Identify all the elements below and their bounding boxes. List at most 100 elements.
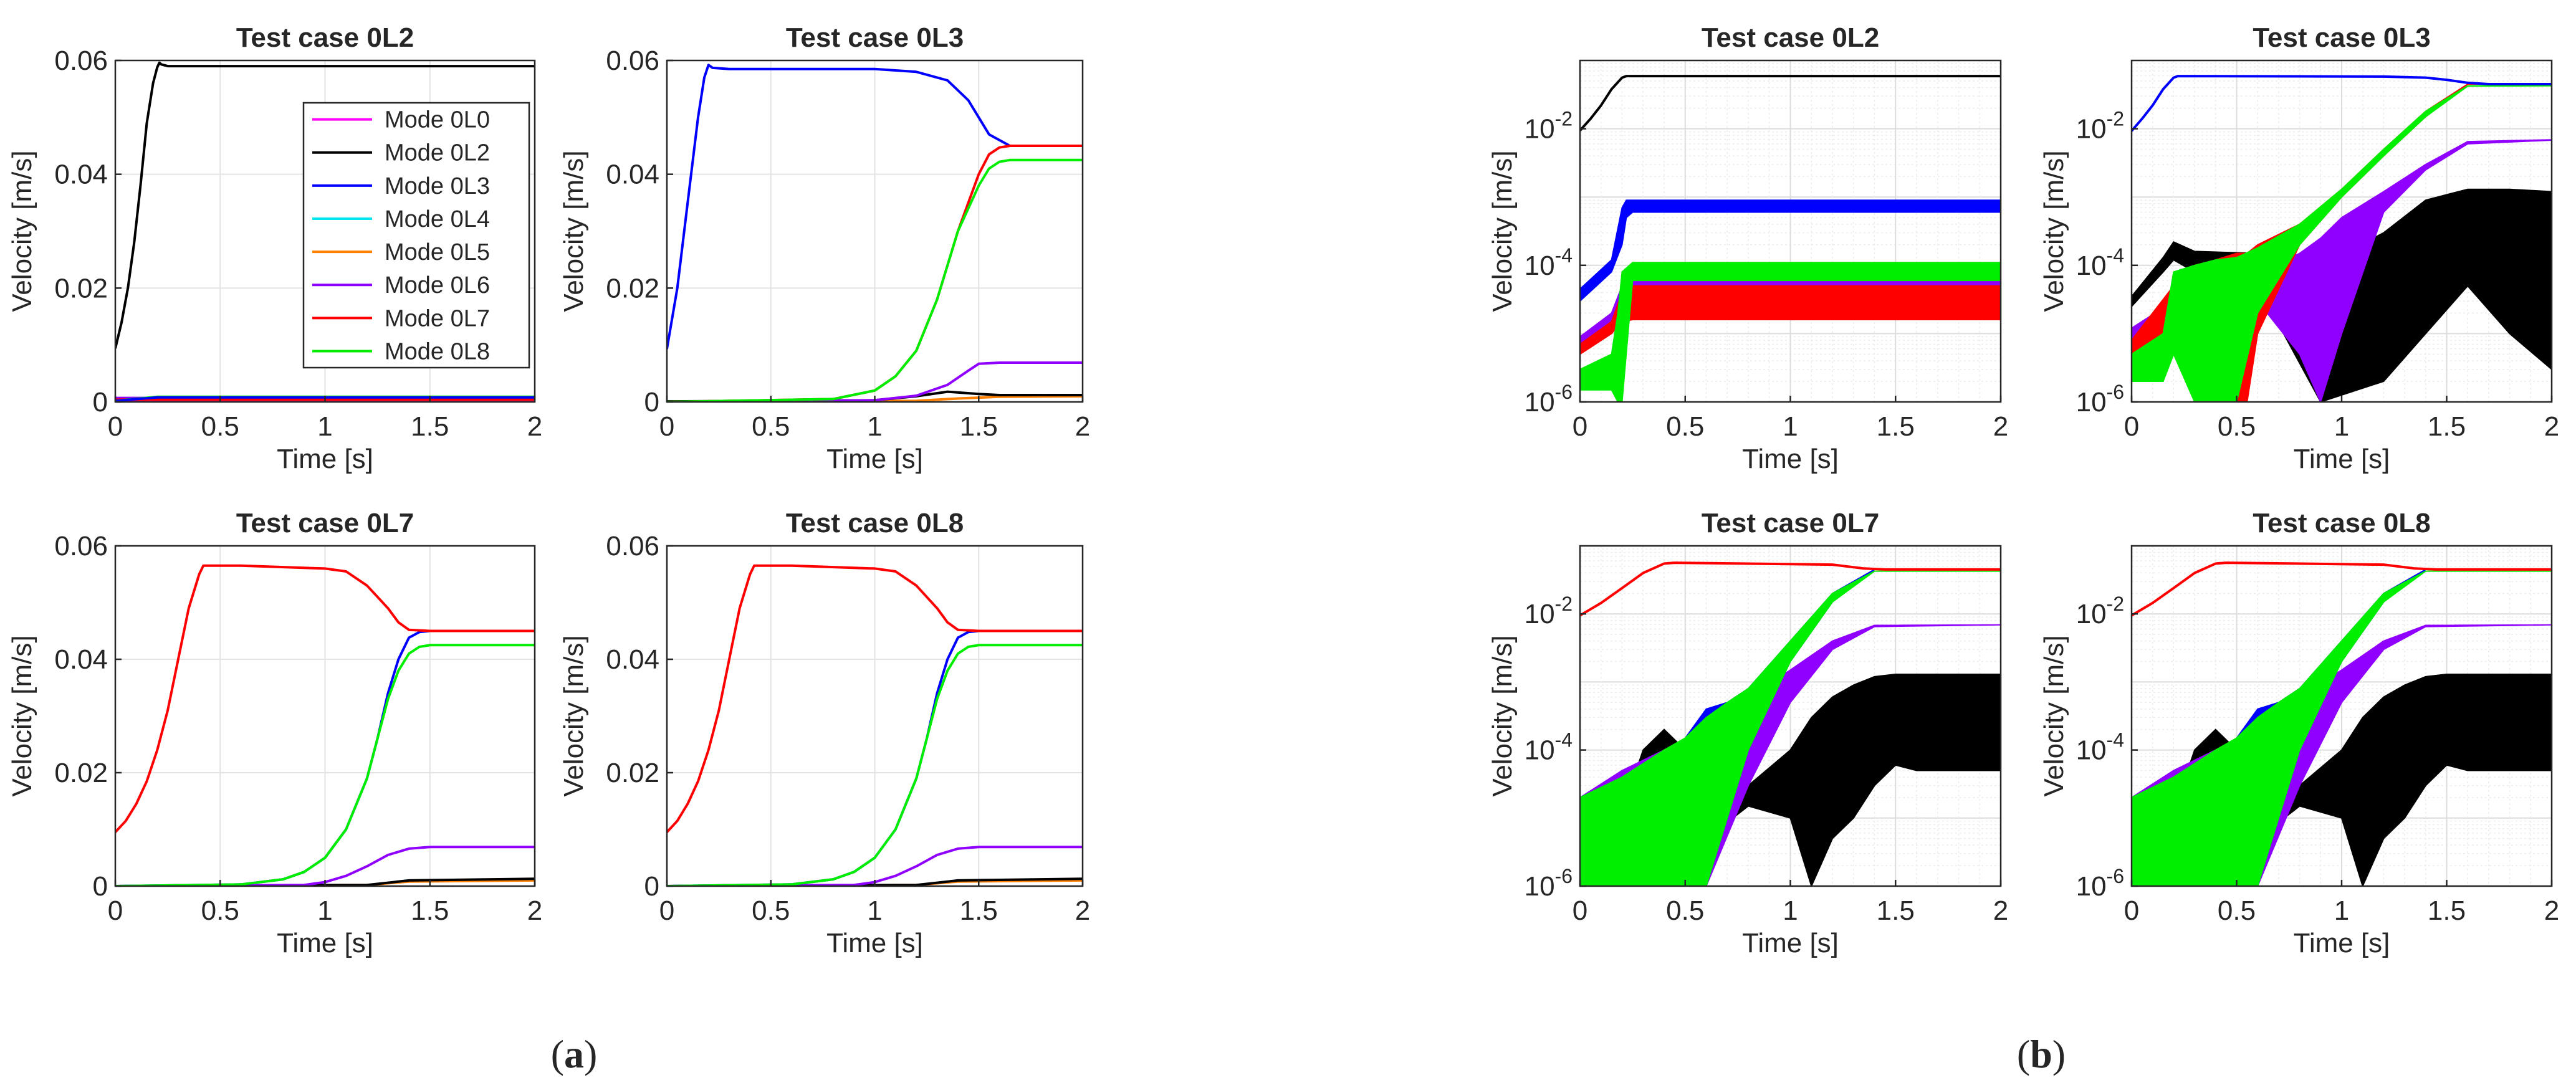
chart-b3: 0 0.5 1 1.5 2 10-6 10-4 10-2 Test case 0L7 Time [… [1487, 508, 2008, 958]
y-axis-label: Velocity [m/s] [558, 635, 589, 796]
legend-label-mode-0l6: Mode 0L6 [385, 272, 490, 298]
x-tick-label: 1.5 [960, 411, 998, 442]
plots-layer: 0 0.5 1 1.5 2 0 0.02 0.04 0.06 Test case 0L2 Time … [7, 22, 2559, 958]
series-mode-0l8 [2132, 570, 2552, 886]
series-mode-0l8 [1580, 262, 2001, 402]
x-tick-label: 0.5 [201, 411, 239, 442]
series-layer [667, 64, 1083, 402]
legend-label-mode-0l4: Mode 0L4 [385, 206, 490, 232]
x-tick-label: 1 [867, 411, 882, 442]
y-tick-label: 10-6 [2076, 865, 2124, 902]
y-axis-label: Velocity [m/s] [2039, 635, 2069, 796]
series-mode-0l7 [2132, 561, 2552, 617]
chart-title: Test case 0L7 [236, 508, 414, 538]
chart-title: Test case 0L2 [236, 22, 414, 53]
series-layer [1580, 561, 2001, 886]
x-axis-label: Time [s] [2294, 444, 2390, 474]
y-axis-label: Velocity [m/s] [1487, 635, 1518, 796]
series-mode-0l8 [2132, 85, 2552, 402]
series-mode-0l3 [115, 396, 535, 402]
legend: Mode 0L0 Mode 0L2 Mode 0L3 Mode 0L4 Mode 0L5… [302, 102, 530, 369]
y-tick-label: 0.06 [54, 45, 108, 76]
series-layer [115, 564, 535, 886]
series-mode-0l8 [1580, 570, 2001, 886]
x-tick-label: 1 [2334, 895, 2349, 926]
x-tick-label: 2 [527, 411, 542, 442]
x-tick-label: 1 [867, 895, 882, 926]
panel-label-a: (a) [551, 1032, 598, 1076]
chart-b4: 0 0.5 1 1.5 2 10-6 10-4 10-2 Test case 0L8 Time [… [2039, 508, 2559, 958]
y-axis-label: Velocity [m/s] [1487, 150, 1518, 312]
x-tick-label: 0 [1573, 411, 1587, 442]
legend-label-mode-0l8: Mode 0L8 [385, 338, 490, 365]
x-tick-label: 0.5 [2218, 895, 2256, 926]
y-tick-label: 0.02 [54, 758, 108, 788]
y-tick-label: 0.02 [54, 273, 108, 303]
x-tick-label: 0.5 [2218, 411, 2256, 442]
chart-title: Test case 0L8 [2253, 508, 2430, 538]
y-tick-label: 10-4 [2076, 729, 2124, 766]
series-mode-0l7 [115, 564, 535, 833]
y-tick-label: 10-4 [1525, 244, 1573, 281]
series-layer [2132, 75, 2552, 402]
chart-b2: 0 0.5 1 1.5 2 10-6 10-4 10-2 Test case 0L3 Time [… [2039, 22, 2559, 474]
series-mode-0l6 [667, 846, 1083, 886]
x-axis-label: Time [s] [2294, 928, 2390, 958]
x-tick-label: 0 [1573, 895, 1587, 926]
legend-label-mode-0l0: Mode 0L0 [385, 107, 490, 133]
x-tick-label: 0 [2124, 411, 2139, 442]
y-tick-label: 0.04 [54, 160, 108, 190]
x-tick-label: 1.5 [1877, 895, 1915, 926]
x-tick-label: 0.5 [752, 895, 790, 926]
x-tick-label: 1.5 [960, 895, 998, 926]
y-tick-label: 10-4 [1525, 729, 1573, 766]
series-mode-0l3 [667, 64, 1083, 350]
x-tick-label: 2 [527, 895, 542, 926]
series-mode-0l3 [2132, 75, 2552, 132]
x-tick-label: 1.5 [2428, 895, 2466, 926]
x-tick-label: 0.5 [201, 895, 239, 926]
series-mode-0l3 [1580, 199, 2001, 302]
y-tick-label: 10-6 [1525, 381, 1573, 418]
x-tick-label: 2 [1075, 411, 1090, 442]
y-axis-label: Velocity [m/s] [558, 150, 589, 312]
chart-a3: 0 0.5 1 1.5 2 0 0.02 0.04 0.06 Test case 0L7 Time … [7, 508, 542, 958]
y-tick-label: 0.04 [606, 160, 659, 190]
series-mode-0l2 [1580, 75, 2001, 131]
legend-label-mode-0l7: Mode 0L7 [385, 305, 490, 332]
chart-a2: 0 0.5 1 1.5 2 0 0.02 0.04 0.06 Test case 0L3 Time … [558, 22, 1090, 474]
y-tick-label: 0.06 [606, 531, 659, 561]
y-tick-label: 0 [93, 871, 108, 902]
legend-label-mode-0l5: Mode 0L5 [385, 239, 490, 265]
y-tick-label: 0.02 [606, 758, 659, 788]
x-axis-label: Time [s] [1742, 928, 1839, 958]
x-tick-label: 0 [659, 411, 674, 442]
chart-title: Test case 0L3 [2253, 22, 2430, 53]
y-axis-label: Velocity [m/s] [7, 150, 37, 312]
y-tick-label: 10-2 [2076, 593, 2124, 629]
legend-box [302, 102, 530, 369]
x-tick-label: 0 [659, 895, 674, 926]
series-mode-0l6 [115, 846, 535, 886]
x-axis-label: Time [s] [1742, 444, 1839, 474]
chart-title: Test case 0L3 [786, 22, 964, 53]
x-tick-label: 1.5 [411, 895, 449, 926]
y-axis-label: Velocity [m/s] [2039, 150, 2069, 312]
series-mode-0l6 [667, 361, 1083, 402]
x-tick-label: 0.5 [1666, 411, 1704, 442]
y-tick-label: 0.02 [606, 273, 659, 303]
x-axis-label: Time [s] [277, 444, 373, 474]
series-layer [1580, 75, 2001, 402]
x-tick-label: 2 [2544, 411, 2559, 442]
legend-label-mode-0l3: Mode 0L3 [385, 173, 490, 199]
y-tick-label: 0.04 [606, 644, 659, 675]
y-tick-label: 10-2 [1525, 108, 1573, 145]
y-tick-label: 0.06 [54, 531, 108, 561]
y-tick-label: 0.04 [54, 644, 108, 675]
y-tick-label: 0 [644, 871, 659, 902]
x-tick-label: 0.5 [1666, 895, 1704, 926]
x-tick-label: 1 [1783, 411, 1798, 442]
y-tick-label: 10-6 [2076, 381, 2124, 418]
y-tick-label: 10-6 [1525, 865, 1573, 902]
